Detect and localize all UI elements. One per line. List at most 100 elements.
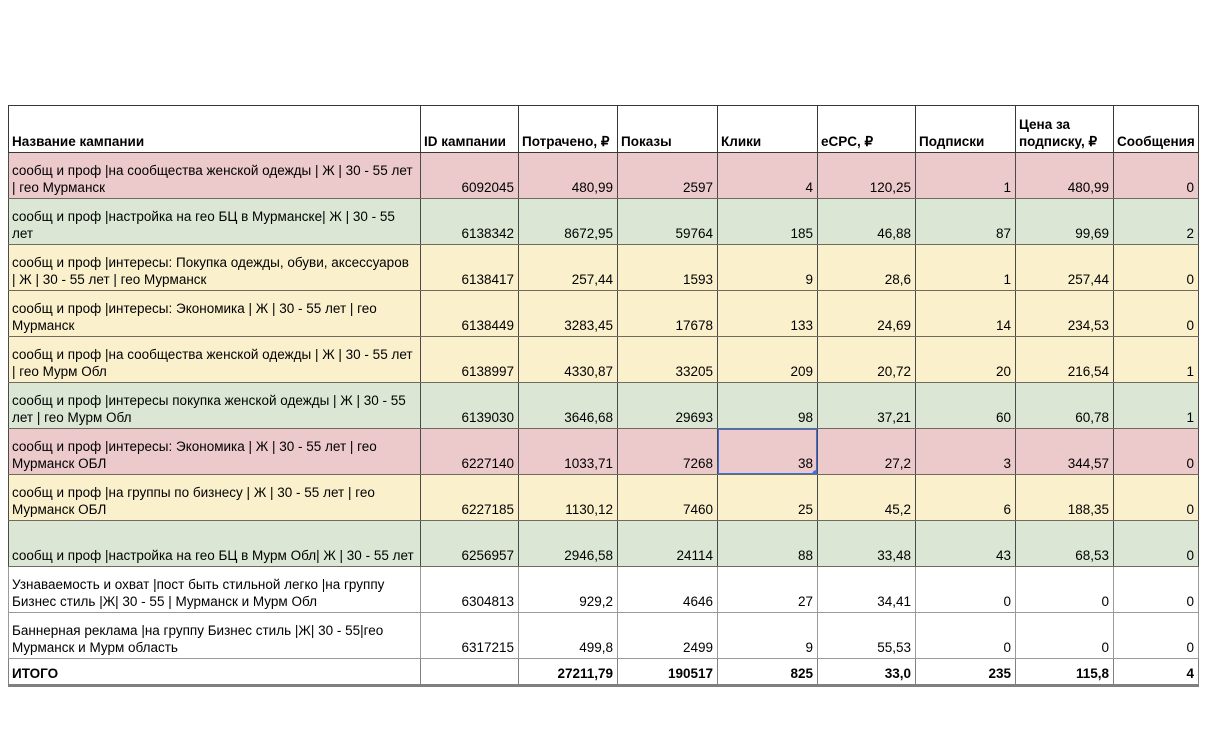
cell-spent[interactable]: 499,8 [518, 612, 618, 659]
cell-spent[interactable]: 480,99 [518, 152, 618, 199]
cell-campaign-id[interactable]: 6227185 [420, 474, 519, 521]
cell-impressions[interactable]: 2499 [617, 612, 718, 659]
cell-subscriptions[interactable]: 1 [915, 244, 1016, 291]
cell-spent[interactable]: 1033,71 [518, 428, 618, 475]
cell-clicks[interactable]: 25 [717, 474, 818, 521]
cell-clicks[interactable]: 38 [717, 428, 818, 475]
cell-subscriptions[interactable]: 43 [915, 520, 1016, 567]
total-clicks[interactable]: 825 [717, 658, 818, 687]
cell-messages[interactable]: 0 [1113, 612, 1199, 659]
cell-campaign-id[interactable]: 6138342 [420, 198, 519, 245]
cell-spent[interactable]: 3646,68 [518, 382, 618, 429]
header-cell-spent[interactable]: Потрачено, ₽ [518, 105, 618, 153]
cell-ecpc[interactable]: 120,25 [817, 152, 916, 199]
total-impressions[interactable]: 190517 [617, 658, 718, 687]
selection-fill-handle[interactable] [812, 470, 817, 474]
cell-subscriptions[interactable]: 87 [915, 198, 1016, 245]
total-price-per-subscription[interactable]: 115,8 [1015, 658, 1114, 687]
cell-impressions[interactable]: 4646 [617, 566, 718, 613]
cell-subscriptions[interactable]: 0 [915, 566, 1016, 613]
cell-spent[interactable]: 8672,95 [518, 198, 618, 245]
cell-ecpc[interactable]: 55,53 [817, 612, 916, 659]
cell-ecpc[interactable]: 45,2 [817, 474, 916, 521]
cell-campaign-id[interactable]: 6304813 [420, 566, 519, 613]
cell-spent[interactable]: 4330,87 [518, 336, 618, 383]
header-cell-clicks[interactable]: Клики [717, 105, 818, 153]
cell-impressions[interactable]: 17678 [617, 290, 718, 337]
cell-messages[interactable]: 0 [1113, 566, 1199, 613]
cell-messages[interactable]: 0 [1113, 290, 1199, 337]
cell-price-per-subscription[interactable]: 480,99 [1015, 152, 1114, 199]
cell-clicks[interactable]: 209 [717, 336, 818, 383]
cell-price-per-subscription[interactable]: 99,69 [1015, 198, 1114, 245]
cell-clicks[interactable]: 27 [717, 566, 818, 613]
total-ecpc[interactable]: 33,0 [817, 658, 916, 687]
cell-price-per-subscription[interactable]: 0 [1015, 612, 1114, 659]
cell-campaign-id[interactable]: 6138417 [420, 244, 519, 291]
cell-subscriptions[interactable]: 0 [915, 612, 1016, 659]
cell-campaign-name[interactable]: сообщ и проф |интересы покупка женской о… [8, 382, 421, 429]
cell-spent[interactable]: 257,44 [518, 244, 618, 291]
cell-campaign-name[interactable]: сообщ и проф |на сообщества женской одеж… [8, 152, 421, 199]
header-cell-messages[interactable]: Сообщения [1113, 105, 1199, 153]
header-cell-campaign-id[interactable]: ID кампании [420, 105, 519, 153]
cell-ecpc[interactable]: 46,88 [817, 198, 916, 245]
cell-subscriptions[interactable]: 6 [915, 474, 1016, 521]
cell-price-per-subscription[interactable]: 216,54 [1015, 336, 1114, 383]
cell-clicks[interactable]: 88 [717, 520, 818, 567]
total-subscriptions[interactable]: 235 [915, 658, 1016, 687]
cell-messages[interactable]: 0 [1113, 474, 1199, 521]
cell-spent[interactable]: 1130,12 [518, 474, 618, 521]
header-cell-campaign-name[interactable]: Название кампании [8, 105, 421, 153]
cell-clicks[interactable]: 185 [717, 198, 818, 245]
cell-campaign-id[interactable]: 6138449 [420, 290, 519, 337]
cell-messages[interactable]: 1 [1113, 336, 1199, 383]
cell-messages[interactable]: 2 [1113, 198, 1199, 245]
cell-campaign-name[interactable]: сообщ и проф |настройка на гео БЦ в Мурм… [8, 520, 421, 567]
cell-price-per-subscription[interactable]: 234,53 [1015, 290, 1114, 337]
cell-impressions[interactable]: 33205 [617, 336, 718, 383]
cell-ecpc[interactable]: 20,72 [817, 336, 916, 383]
cell-campaign-name[interactable]: сообщ и проф |на сообщества женской одеж… [8, 336, 421, 383]
cell-ecpc[interactable]: 33,48 [817, 520, 916, 567]
cell-subscriptions[interactable]: 3 [915, 428, 1016, 475]
cell-ecpc[interactable]: 37,21 [817, 382, 916, 429]
cell-campaign-id[interactable]: 6139030 [420, 382, 519, 429]
cell-subscriptions[interactable]: 14 [915, 290, 1016, 337]
cell-price-per-subscription[interactable]: 60,78 [1015, 382, 1114, 429]
cell-subscriptions[interactable]: 60 [915, 382, 1016, 429]
cell-clicks[interactable]: 4 [717, 152, 818, 199]
total-messages[interactable]: 4 [1113, 658, 1199, 687]
cell-price-per-subscription[interactable]: 0 [1015, 566, 1114, 613]
cell-price-per-subscription[interactable]: 344,57 [1015, 428, 1114, 475]
cell-messages[interactable]: 0 [1113, 152, 1199, 199]
total-label[interactable]: ИТОГО [8, 658, 421, 687]
cell-price-per-subscription[interactable]: 257,44 [1015, 244, 1114, 291]
cell-spent[interactable]: 929,2 [518, 566, 618, 613]
cell-clicks[interactable]: 133 [717, 290, 818, 337]
cell-ecpc[interactable]: 27,2 [817, 428, 916, 475]
cell-impressions[interactable]: 29693 [617, 382, 718, 429]
cell-impressions[interactable]: 1593 [617, 244, 718, 291]
header-cell-ecpc[interactable]: eCPC, ₽ [817, 105, 916, 153]
total-campaign-id[interactable] [420, 658, 519, 687]
cell-campaign-name[interactable]: сообщ и проф |интересы: Экономика | Ж | … [8, 428, 421, 475]
cell-spent[interactable]: 3283,45 [518, 290, 618, 337]
cell-campaign-name[interactable]: Узнаваемость и охват |пост быть стильной… [8, 566, 421, 613]
cell-campaign-name[interactable]: сообщ и проф |настройка на гео БЦ в Мурм… [8, 198, 421, 245]
cell-campaign-id[interactable]: 6256957 [420, 520, 519, 567]
cell-campaign-name[interactable]: сообщ и проф |на группы по бизнесу | Ж |… [8, 474, 421, 521]
cell-campaign-id[interactable]: 6227140 [420, 428, 519, 475]
cell-price-per-subscription[interactable]: 68,53 [1015, 520, 1114, 567]
cell-impressions[interactable]: 59764 [617, 198, 718, 245]
cell-campaign-name[interactable]: сообщ и проф |интересы: Экономика | Ж | … [8, 290, 421, 337]
cell-campaign-name[interactable]: сообщ и проф |интересы: Покупка одежды, … [8, 244, 421, 291]
header-cell-impressions[interactable]: Показы [617, 105, 718, 153]
cell-campaign-id[interactable]: 6092045 [420, 152, 519, 199]
cell-campaign-id[interactable]: 6138997 [420, 336, 519, 383]
cell-ecpc[interactable]: 28,6 [817, 244, 916, 291]
total-spent[interactable]: 27211,79 [518, 658, 618, 687]
cell-campaign-name[interactable]: Баннерная реклама |на группу Бизнес стил… [8, 612, 421, 659]
cell-clicks[interactable]: 98 [717, 382, 818, 429]
header-cell-price-per-subscription[interactable]: Цена за подписку, ₽ [1015, 105, 1114, 153]
